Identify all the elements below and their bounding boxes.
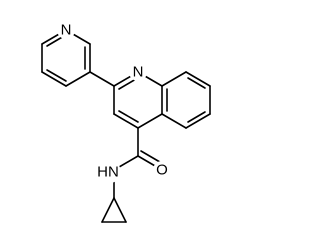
atom-label: HN: [97, 164, 119, 181]
label-mask: [99, 161, 121, 183]
label-mask: [57, 21, 75, 39]
bond: [113, 113, 139, 129]
bond: [161, 113, 187, 129]
atom-label: O: [156, 162, 168, 179]
bond: [89, 71, 115, 87]
bond: [41, 71, 67, 87]
bonds: [41, 29, 211, 223]
label-mask: [129, 63, 147, 81]
bond: [137, 113, 163, 129]
double-bond: [118, 110, 139, 123]
bond: [161, 71, 187, 87]
molecule: N N O HN: [41, 21, 211, 223]
bond: [185, 113, 211, 129]
double-bond: [118, 78, 137, 90]
label-mask: [153, 161, 171, 179]
bond: [185, 71, 211, 87]
bond: [65, 71, 91, 87]
double-bond: [46, 69, 67, 82]
double-bond: [187, 77, 206, 89]
atom-labels: N N O HN: [57, 21, 171, 183]
double-bond: [187, 111, 206, 123]
bond: [113, 197, 127, 223]
atom-label: N: [61, 22, 72, 39]
double-bond: [46, 35, 65, 47]
atom-label: N: [133, 64, 144, 81]
bond: [101, 197, 115, 223]
